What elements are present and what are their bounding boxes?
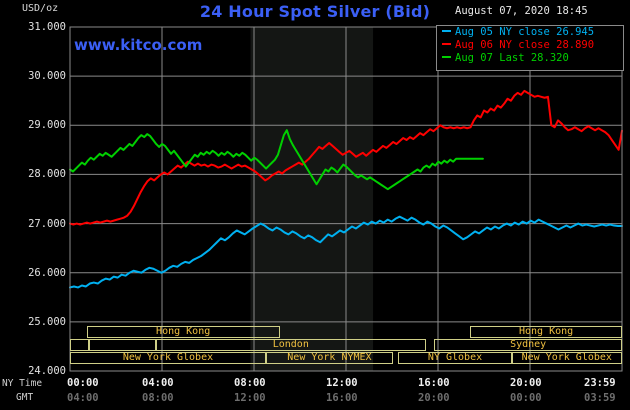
x-axis-tick-ny: 20:00	[510, 377, 542, 389]
x-axis-tick-ny: 08:00	[234, 377, 266, 389]
x-axis-tick-ny: 16:00	[418, 377, 450, 389]
y-axis-tick: 27.000	[28, 217, 66, 230]
chart-title: 24 Hour Spot Silver (Bid)	[199, 2, 431, 21]
legend-item-label: Aug 05 NY close 26.945	[455, 26, 595, 38]
legend-dash-icon	[442, 56, 451, 58]
y-axis-tick: 30.000	[28, 70, 66, 83]
x-axis-tick-gmt: 04:00	[67, 392, 99, 404]
session-bar-new-york-nymex: New York NYMEX	[265, 352, 393, 364]
y-axis-tick: 25.000	[28, 315, 66, 328]
session-bar-new-york-globex: New York Globex	[70, 352, 266, 364]
y-axis-tick: 26.000	[28, 266, 66, 279]
legend-item-label: Aug 06 NY close 28.890	[455, 39, 595, 51]
session-bar-label: Hong Kong	[156, 326, 211, 337]
session-bar-hong-kong: Hong Kong	[470, 326, 622, 338]
session-bar-label: New York Globex	[521, 352, 612, 363]
legend-item-label: Aug 07 Last 28.320	[455, 52, 569, 64]
x-axis-tick-ny: 12:00	[326, 377, 358, 389]
y-axis-tick: 28.000	[28, 168, 66, 181]
session-bar-segment	[89, 339, 156, 351]
x-axis-tick-gmt: 16:00	[326, 392, 358, 404]
x-axis-tick-gmt: 20:00	[418, 392, 450, 404]
legend-dash-icon	[442, 30, 451, 32]
legend: Aug 05 NY close 26.945 Aug 06 NY close 28…	[436, 25, 624, 71]
legend-item-3: Aug 07 Last 28.320	[437, 52, 623, 65]
session-bar-new-york-globex: New York Globex	[511, 352, 622, 364]
x-axis-tick-gmt: 12:00	[234, 392, 266, 404]
x-axis-tick-gmt: 03:59	[584, 392, 616, 404]
session-bar-segment	[70, 339, 90, 351]
session-bar-sydney: Sydney	[434, 339, 622, 351]
session-bar-ny-globex: NY Globex	[398, 352, 512, 364]
y-axis-tick: 31.000	[28, 21, 66, 33]
quote-datetime: August 07, 2020 18:45	[455, 5, 588, 17]
kitco-watermark: www.kitco.com	[74, 36, 203, 54]
x-axis-tick-ny: 00:00	[67, 377, 99, 389]
session-bar-label: London	[272, 339, 309, 350]
session-bar-label: NY Globex	[427, 352, 483, 363]
session-bar-label: New York Globex	[122, 352, 214, 363]
session-bar-label: Sydney	[510, 339, 547, 350]
y-axis: 31.000 30.000 29.000 28.000 27.000 26.000 25.0…	[0, 0, 66, 410]
x-axis-tick-gmt: 08:00	[142, 392, 174, 404]
x-axis-tick-gmt: 00:00	[510, 392, 542, 404]
y-axis-tick: 29.000	[28, 119, 66, 132]
session-bar-hong-kong: Hong Kong	[86, 326, 280, 338]
y-axis-tick: 24.000	[28, 365, 66, 377]
session-bar-london: London	[155, 339, 427, 351]
x-axis-tick-ny: 23:59	[584, 377, 616, 389]
legend-dash-icon	[442, 43, 451, 45]
y-axis-unit-label: USD/oz	[22, 3, 59, 14]
legend-item-2: Aug 06 NY close 28.890	[437, 39, 623, 52]
x-axis-tick-ny: 04:00	[142, 377, 174, 389]
session-bar-label: Hong Kong	[518, 326, 574, 337]
session-bar-label: New York NYMEX	[287, 352, 372, 363]
legend-item-1: Aug 05 NY close 26.945	[437, 26, 623, 39]
ny-time-axis-label: NY Time	[2, 378, 43, 389]
gmt-axis-label: GMT	[16, 392, 34, 403]
